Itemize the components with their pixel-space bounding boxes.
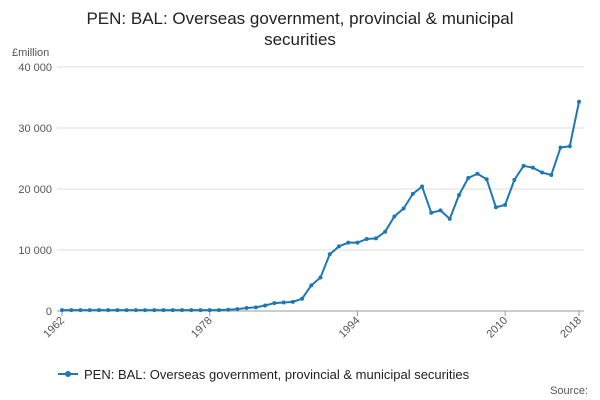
point [60,308,64,313]
point [383,229,388,234]
x-tick-label: 1994 [337,315,363,341]
point [189,308,194,313]
point [577,99,581,104]
point [429,210,434,215]
y-tick-label: 10 000 [18,245,52,257]
point [300,296,305,301]
source: Source: [550,385,588,397]
point [69,308,74,313]
x-tick-label: 1978 [189,315,215,341]
point [373,236,378,241]
point [549,172,554,177]
point [364,237,369,242]
point [503,202,508,207]
y-unit: £million [12,47,49,59]
point [290,299,295,304]
y-tick-label: 20 000 [18,184,52,196]
chart-title: securities [264,30,336,49]
point [420,184,425,189]
point [512,177,517,182]
point [152,308,157,313]
point [253,305,258,310]
point [558,145,563,150]
point [401,206,406,211]
point [161,308,166,313]
point [87,308,92,313]
point [198,308,203,313]
y-tick-label: 0 [46,306,52,318]
point [438,208,443,213]
point [78,308,83,313]
x-tick-label: 2018 [558,315,584,341]
legend-marker [65,371,71,377]
point [521,163,526,168]
point [281,300,286,305]
point [272,301,277,306]
point [327,252,332,257]
point [493,205,498,210]
point [170,308,175,313]
point [309,283,314,288]
point [124,308,129,313]
point [244,305,249,310]
point [226,307,231,312]
point [355,240,360,245]
y-tick-label: 30 000 [18,123,52,135]
point [447,216,452,221]
point [410,191,415,196]
chart-title: PEN: BAL: Overseas government, provincia… [86,9,513,28]
point [207,308,212,313]
point [143,308,148,313]
point [106,308,111,313]
point [263,303,268,308]
point [392,214,397,219]
point [475,171,480,176]
point [318,275,323,280]
point [115,308,120,313]
point [484,177,489,182]
legend-label: PEN: BAL: Overseas government, provincia… [84,367,470,382]
point [466,176,471,181]
point [456,193,461,198]
point [235,307,240,312]
point [96,308,101,313]
point [336,244,341,249]
point [567,144,572,149]
point [530,165,535,170]
x-tick-label: 2010 [484,315,510,341]
x-tick-label: 1962 [41,315,67,341]
point [180,308,185,313]
point [346,240,351,245]
point [540,170,545,175]
point [133,308,138,313]
point [216,308,221,313]
y-tick-label: 40 000 [18,62,52,74]
